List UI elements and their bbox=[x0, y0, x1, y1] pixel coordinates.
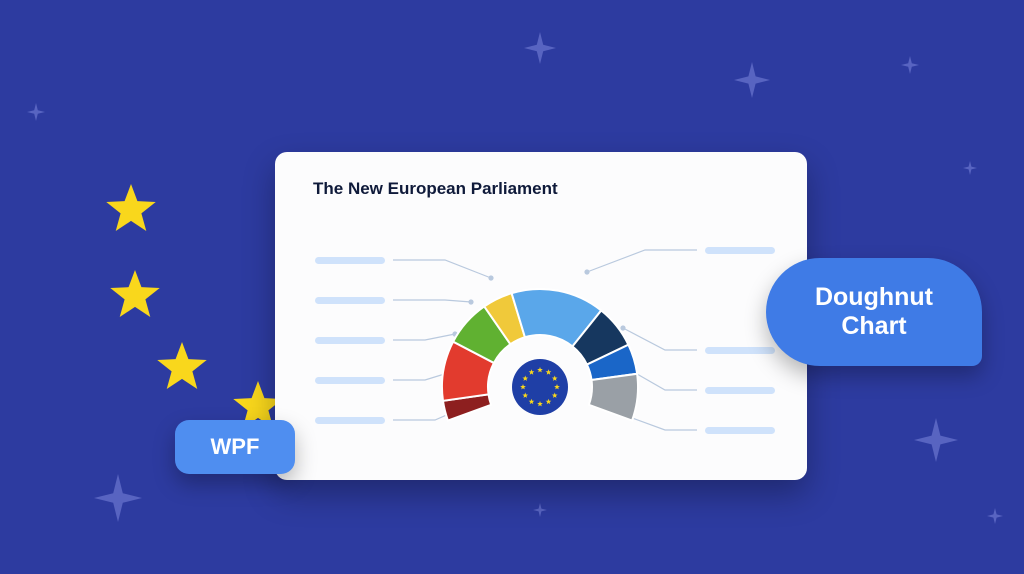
doughnut-badge-line2: Chart bbox=[841, 312, 906, 341]
doughnut-chart bbox=[275, 152, 807, 480]
doughnut-badge-line1: Doughnut bbox=[815, 283, 933, 312]
doughnut-badge: Doughnut Chart bbox=[766, 258, 982, 366]
eu-star-icon bbox=[105, 184, 157, 236]
wpf-badge: WPF bbox=[175, 420, 295, 474]
wpf-badge-label: WPF bbox=[211, 434, 260, 460]
doughnut-slice bbox=[589, 374, 638, 421]
eu-star-icon bbox=[156, 342, 208, 394]
chart-card: The New European Parliament bbox=[275, 152, 807, 480]
eu-star-icon bbox=[109, 270, 161, 322]
eu-flag-center-icon bbox=[512, 359, 568, 415]
